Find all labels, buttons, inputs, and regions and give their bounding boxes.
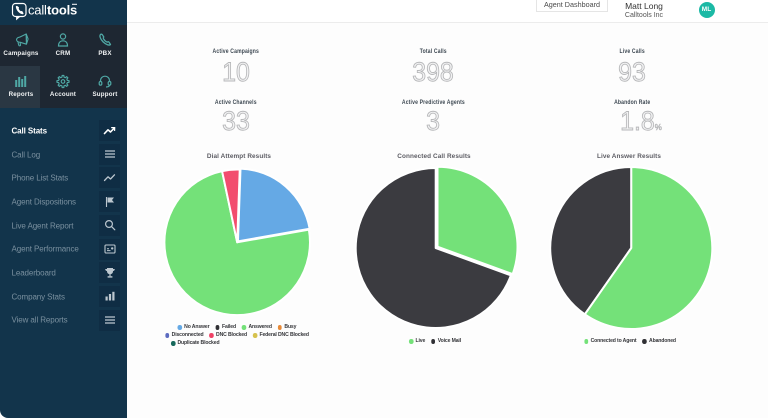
svg-text:tools: tools [47,3,77,18]
svg-text:call: call [28,3,47,18]
